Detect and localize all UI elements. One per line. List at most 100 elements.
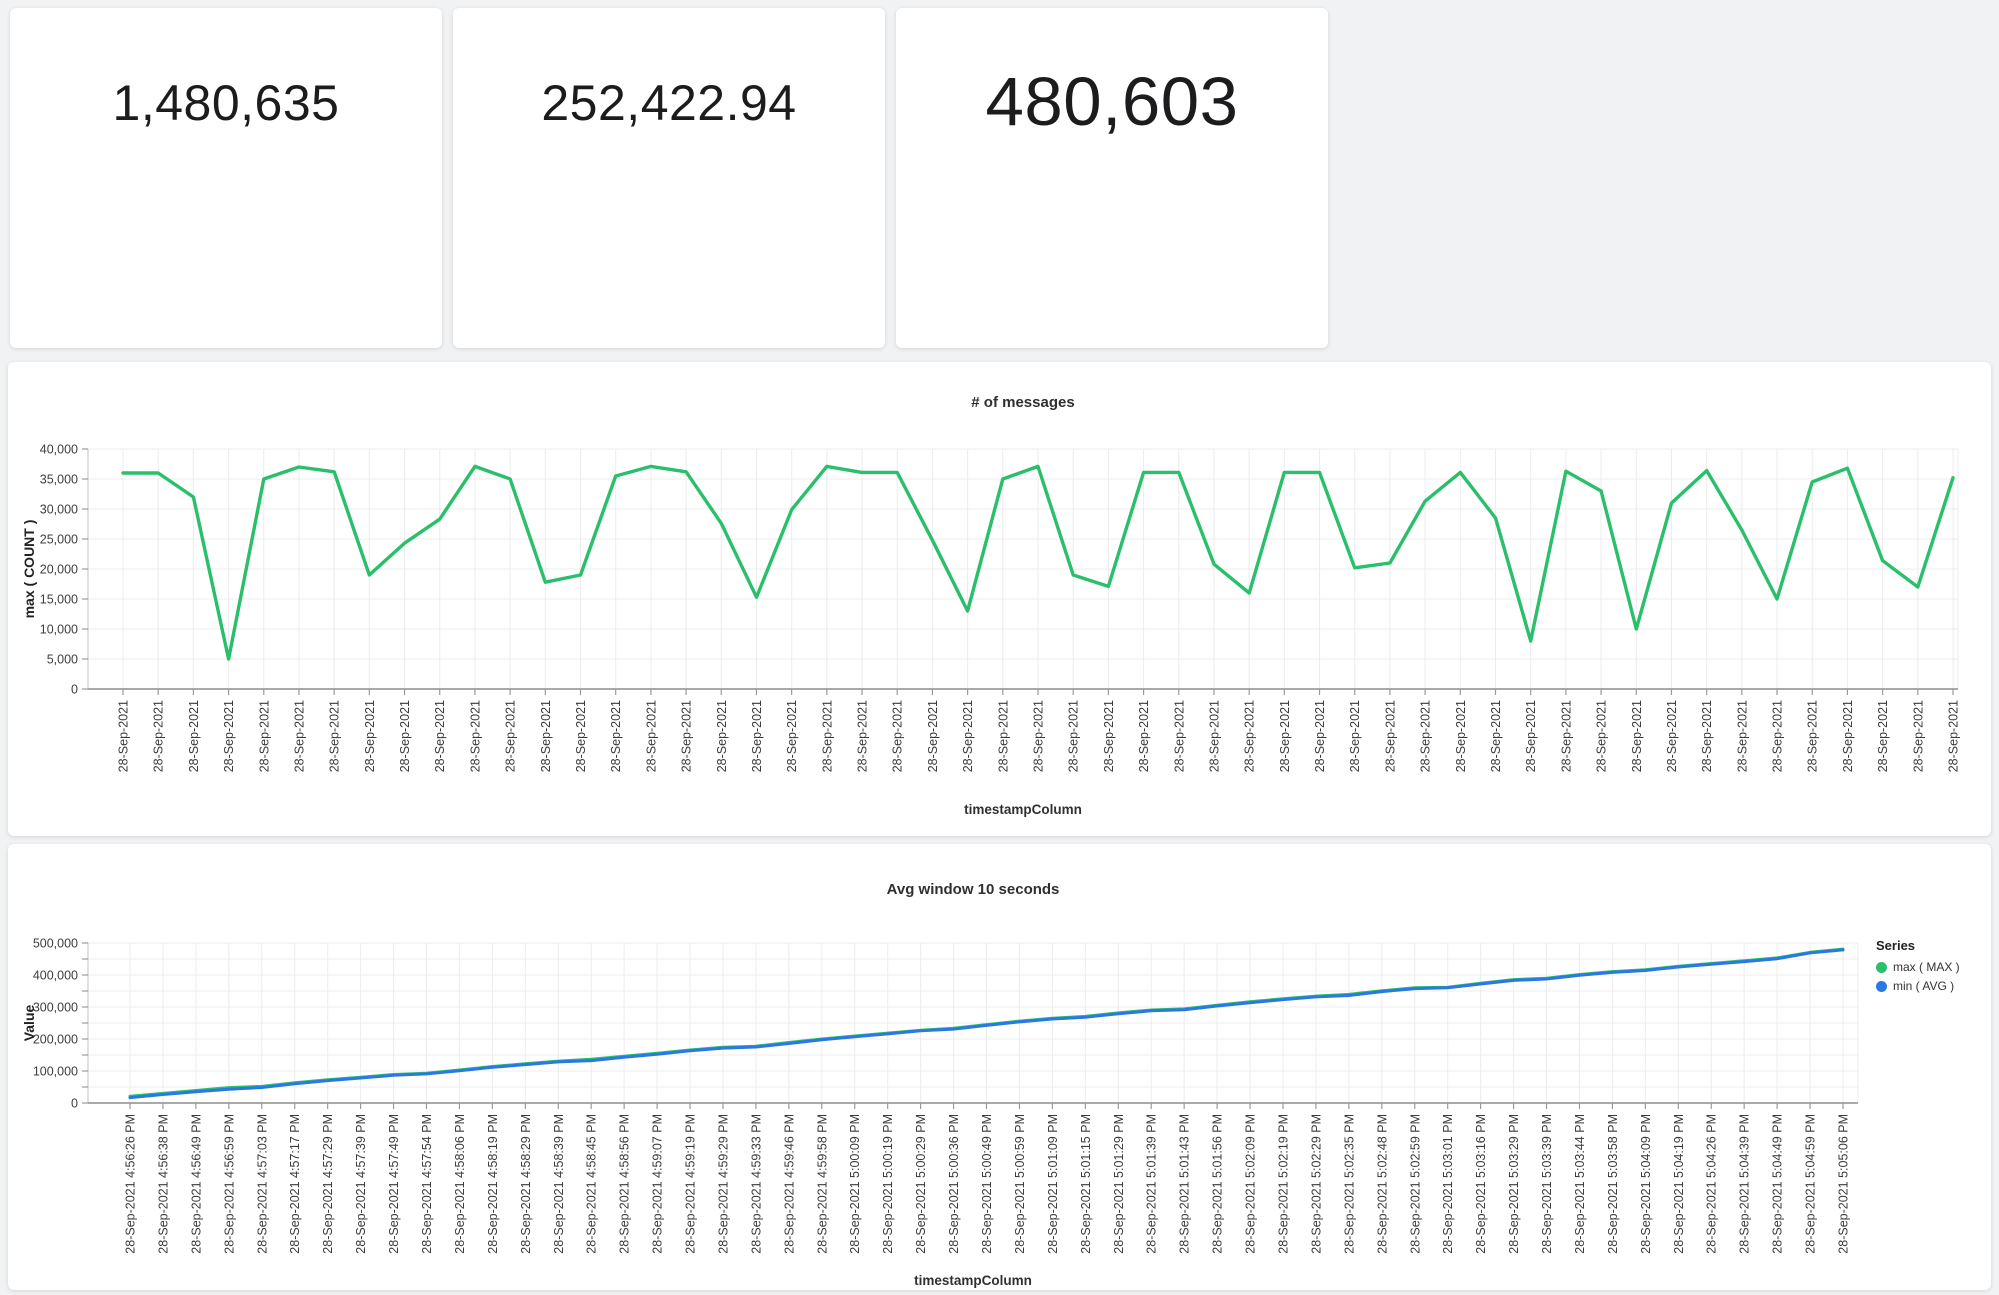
legend-item-min-avg-[interactable]: min ( AVG ) [1876,979,1999,993]
x-tick-label: 28-Sep-2021 [926,700,940,772]
x-tick-label: 28-Sep-2021 5:02:48 PM [1375,1114,1389,1254]
series-line-min-avg-[interactable] [128,948,1845,1100]
x-tick-label: 28-Sep-2021 [1313,700,1327,772]
x-tick-label: 28-Sep-2021 4:57:29 PM [321,1114,335,1254]
x-tick-label: 28-Sep-2021 5:03:58 PM [1606,1114,1620,1254]
x-tick-label: 28-Sep-2021 [856,700,870,772]
x-tick-label: 28-Sep-2021 [1032,700,1046,772]
x-tick-label: 28-Sep-2021 5:02:29 PM [1309,1114,1323,1254]
x-tick-label: 28-Sep-2021 [715,700,729,772]
x-tick-label: 28-Sep-2021 [1454,700,1468,772]
x-tick-label: 28-Sep-2021 [1700,700,1714,772]
x-tick-label: 28-Sep-2021 5:02:09 PM [1244,1114,1258,1254]
x-tick-label: 28-Sep-2021 [468,700,482,772]
x-tick-label: 28-Sep-2021 [504,700,518,772]
x-tick-label: 28-Sep-2021 5:02:59 PM [1408,1114,1422,1254]
y-tick-label: 20,000 [40,563,78,577]
x-tick-label: 28-Sep-2021 5:01:43 PM [1178,1114,1192,1254]
x-tick-label: 28-Sep-2021 [891,700,905,772]
x-tick-label: 28-Sep-2021 4:58:06 PM [453,1114,467,1254]
kpi-card-max: 480,603 [896,8,1328,348]
x-tick-label: 28-Sep-2021 [609,700,623,772]
x-tick-label: 28-Sep-2021 [1243,700,1257,772]
y-axis-ticks: 0 5,000 10,000 15,000 20,000 25,000 30,000 35,0… [40,443,88,697]
x-tick-label: 28-Sep-2021 [961,700,975,772]
x-tick-label: 28-Sep-2021 [1278,700,1292,772]
x-axis-ticks: 28-Sep-2021 4:56:26 PM 28-Sep-2021 4:56:3… [124,1103,1851,1254]
y-tick-label: 0 [71,683,78,697]
x-tick-label: 28-Sep-2021 4:57:39 PM [354,1114,368,1254]
x-tick-label: 28-Sep-2021 [1102,700,1116,772]
y-axis-ticks: 0 100,000 200,000 300,000 400,000 500,000 [33,937,88,1111]
x-tick-label: 28-Sep-2021 4:58:29 PM [519,1114,533,1254]
x-tick-label: 28-Sep-2021 [1665,700,1679,772]
kpi-value: 480,603 [985,63,1239,140]
x-tick-label: 28-Sep-2021 [187,700,201,772]
x-tick-label: 28-Sep-2021 [820,700,834,772]
x-tick-label: 28-Sep-2021 [1806,700,1820,772]
x-tick-label: 28-Sep-2021 5:04:19 PM [1672,1114,1686,1254]
avg-window-line-chart[interactable]: 0 100,000 200,000 300,000 400,000 500,000 28-S… [8,844,1991,1290]
x-tick-label: 28-Sep-2021 5:05:06 PM [1837,1114,1851,1254]
y-tick-label: 300,000 [33,1001,78,1015]
x-tick-label: 28-Sep-2021 4:59:33 PM [749,1114,763,1254]
x-tick-label: 28-Sep-2021 [1735,700,1749,772]
y-tick-label: 400,000 [33,969,78,983]
kpi-card-average: 252,422.94 [453,8,885,348]
chart-title: # of messages [971,394,1074,411]
x-tick-label: 28-Sep-2021 4:56:26 PM [124,1114,138,1254]
x-tick-label: 28-Sep-2021 4:56:38 PM [156,1114,170,1254]
messages-line-chart[interactable]: 0 5,000 10,000 15,000 20,000 25,000 30,000 35,0… [8,362,1991,836]
x-tick-label: 28-Sep-2021 [1489,700,1503,772]
x-tick-label: 28-Sep-2021 [292,700,306,772]
gridlines [88,448,1959,689]
x-tick-label: 28-Sep-2021 [1595,700,1609,772]
y-axis-title: Value [21,1005,37,1042]
x-tick-label: 28-Sep-2021 [996,700,1010,772]
legend-color-dot-icon [1876,980,1887,992]
x-tick-label: 28-Sep-2021 5:01:29 PM [1112,1114,1126,1254]
x-tick-label: 28-Sep-2021 5:00:09 PM [848,1114,862,1254]
series-line-max-count-[interactable] [121,464,1955,661]
x-tick-label: 28-Sep-2021 4:58:39 PM [552,1114,566,1254]
x-tick-label: 28-Sep-2021 5:03:29 PM [1507,1114,1521,1254]
y-tick-label: 200,000 [33,1033,78,1047]
kpi-value: 1,480,635 [112,75,340,131]
legend-item-max-max-[interactable]: max ( MAX ) [1876,960,1999,974]
y-tick-label: 30,000 [40,503,78,517]
x-tick-label: 28-Sep-2021 5:03:44 PM [1573,1114,1587,1254]
x-axis-ticks: 28-Sep-2021 28-Sep-2021 28-Sep-2021 28-Sep-… [117,689,1961,772]
x-axis-title: timestampColumn [964,802,1082,817]
x-tick-label: 28-Sep-2021 [1841,700,1855,772]
x-tick-label: 28-Sep-2021 [680,700,694,772]
x-tick-label: 28-Sep-2021 5:00:36 PM [947,1114,961,1254]
x-tick-label: 28-Sep-2021 [1771,700,1785,772]
x-tick-label: 28-Sep-2021 5:01:39 PM [1145,1114,1159,1254]
x-tick-label: 28-Sep-2021 [1419,700,1433,772]
x-tick-label: 28-Sep-2021 [433,700,447,772]
kpi-card-total-count: 1,480,635 [10,8,442,348]
x-tick-label: 28-Sep-2021 5:00:19 PM [881,1114,895,1254]
x-tick-label: 28-Sep-2021 [363,700,377,772]
x-tick-label: 28-Sep-2021 5:04:39 PM [1738,1114,1752,1254]
chart-legend: Series max ( MAX ) min ( AVG ) [1876,938,1999,998]
y-tick-label: 0 [71,1097,78,1111]
x-tick-label: 28-Sep-2021 4:57:17 PM [288,1114,302,1254]
x-tick-label: 28-Sep-2021 [785,700,799,772]
x-tick-label: 28-Sep-2021 [644,700,658,772]
x-tick-label: 28-Sep-2021 [1383,700,1397,772]
x-tick-label: 28-Sep-2021 5:04:26 PM [1705,1114,1719,1254]
x-tick-label: 28-Sep-2021 5:03:01 PM [1441,1114,1455,1254]
y-tick-label: 15,000 [40,593,78,607]
x-tick-label: 28-Sep-2021 [1911,700,1925,772]
x-tick-label: 28-Sep-2021 [117,700,131,772]
legend-items: max ( MAX ) min ( AVG ) [1876,960,1999,993]
gridlines [88,942,1859,1103]
legend-title: Series [1876,938,1916,953]
x-tick-label: 28-Sep-2021 4:57:03 PM [255,1114,269,1254]
x-tick-label: 28-Sep-2021 5:00:59 PM [1013,1114,1027,1254]
x-tick-label: 28-Sep-2021 4:57:49 PM [387,1114,401,1254]
x-tick-label: 28-Sep-2021 [257,700,271,772]
x-tick-label: 28-Sep-2021 4:59:58 PM [815,1114,829,1254]
